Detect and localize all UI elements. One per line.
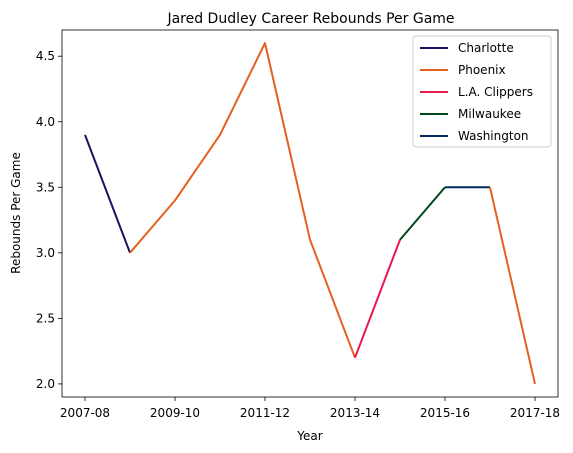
chart-title: Jared Dudley Career Rebounds Per Game bbox=[166, 11, 454, 27]
legend-box bbox=[412, 35, 552, 148]
y-tick-label: 4.0 bbox=[36, 115, 55, 129]
y-tick-label: 4.5 bbox=[36, 49, 55, 63]
x-tick-label: 2009-10 bbox=[150, 406, 200, 420]
legend-label: Charlotte bbox=[458, 41, 514, 55]
plot-area-frame bbox=[61, 29, 559, 398]
y-tick-label: 3.0 bbox=[36, 246, 55, 260]
x-tick-label: 2011-12 bbox=[240, 406, 290, 420]
y-axis-title: Rebounds Per Game bbox=[9, 152, 23, 274]
series-line-charlotte bbox=[84, 134, 131, 254]
legend-label: Washington bbox=[458, 129, 529, 143]
x-tick-label: 2007-08 bbox=[60, 406, 110, 420]
series-line-phoenix bbox=[489, 187, 536, 385]
series-line-milwaukee bbox=[399, 186, 446, 241]
y-tick-label: 2.0 bbox=[36, 377, 55, 391]
y-axis: 2.0 2.5 3.0 3.5 4.0 4.5 bbox=[36, 49, 62, 391]
legend-label: Phoenix bbox=[458, 63, 506, 77]
x-tick-label: 2015-16 bbox=[420, 406, 470, 420]
legend: Charlotte Phoenix L.A. Clippers Milwaukee Wa… bbox=[412, 35, 552, 148]
legend-label: Milwaukee bbox=[458, 107, 521, 121]
x-axis-title: Year bbox=[296, 429, 322, 443]
y-tick-label: 2.5 bbox=[36, 311, 55, 325]
series-layer bbox=[84, 42, 536, 385]
legend-label: L.A. Clippers bbox=[458, 85, 533, 99]
x-tick-label: 2013-14 bbox=[330, 406, 380, 420]
x-axis: 2007-08 2009-10 2011-12 2013-14 2015-16 2017-… bbox=[60, 397, 560, 420]
y-tick-label: 3.5 bbox=[36, 180, 55, 194]
series-line-l-a-clippers bbox=[354, 239, 401, 359]
series-line-phoenix bbox=[129, 42, 356, 359]
x-tick-label: 2017-18 bbox=[510, 406, 560, 420]
